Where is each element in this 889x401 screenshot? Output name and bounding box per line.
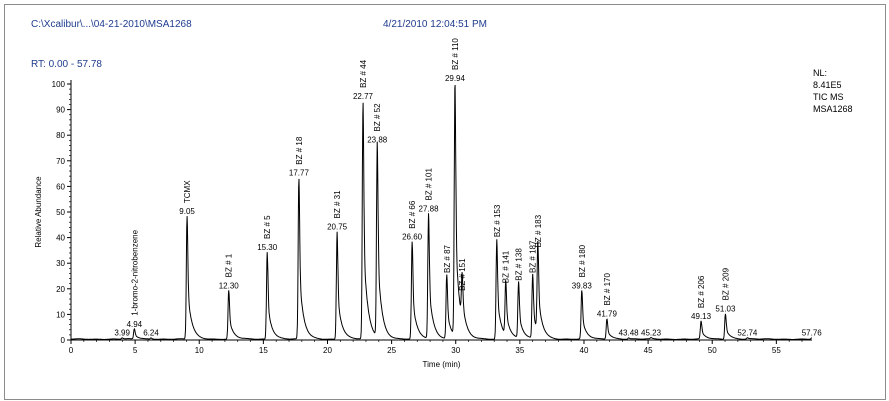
y-tick-label: 10 bbox=[56, 310, 65, 319]
y-tick-label: 90 bbox=[56, 106, 65, 115]
peak-name-label: BZ # 138 bbox=[515, 248, 524, 281]
nl-label: NL: bbox=[813, 68, 828, 78]
x-tick-label: 50 bbox=[708, 346, 717, 355]
x-tick-label: 55 bbox=[772, 346, 781, 355]
x-tick-label: 20 bbox=[323, 346, 332, 355]
peak-rt-label: 51.03 bbox=[715, 304, 736, 313]
x-tick-label: 35 bbox=[515, 346, 524, 355]
peak-name-label: BZ # 151 bbox=[458, 258, 467, 291]
x-tick-label: 0 bbox=[69, 346, 74, 355]
peak-rt-label: 17.77 bbox=[289, 169, 310, 178]
y-tick-label: 50 bbox=[56, 208, 65, 217]
nl-value: 8.41E5 bbox=[813, 80, 842, 90]
x-tick-label: 25 bbox=[387, 346, 396, 355]
peak-name-label: BZ # 52 bbox=[373, 103, 382, 132]
peak-name-label: BZ # 141 bbox=[502, 250, 511, 283]
peak-rt-label: 43.48 bbox=[619, 329, 640, 338]
peak-name-label: BZ # 153 bbox=[493, 204, 502, 237]
x-tick-label: 40 bbox=[580, 346, 589, 355]
peak-rt-label: 20.75 bbox=[327, 222, 348, 231]
peak-name-label: BZ # 5 bbox=[263, 215, 272, 239]
y-tick-label: 20 bbox=[56, 285, 65, 294]
info-block: NL: 8.41E5 TIC MS MSA1268 bbox=[813, 67, 853, 115]
peak-name-label: BZ # 183 bbox=[534, 214, 543, 247]
peak-rt-label: 3.99 bbox=[114, 329, 130, 338]
y-tick-label: 0 bbox=[61, 336, 66, 345]
peak-name-label: BZ # 180 bbox=[578, 244, 587, 277]
y-tick-label: 70 bbox=[56, 157, 65, 166]
peak-labels-layer: 3.994.94 1-bromo-2-nitrobenzene 6.24 9.05 TC… bbox=[114, 38, 822, 338]
peak-rt-label: 41.79 bbox=[597, 310, 618, 319]
y-tick-label: 60 bbox=[56, 182, 65, 191]
y-tick-label: 40 bbox=[56, 234, 65, 243]
peak-rt-label: 29.94 bbox=[445, 74, 466, 83]
peak-rt-label: 45.23 bbox=[641, 329, 662, 338]
x-tick-label: 30 bbox=[451, 346, 460, 355]
axes-layer: 0 10 20 30 40 50 60 70 80 90 100 0 5 10 15 20 25 30 35 40 45… bbox=[52, 80, 812, 355]
y-tick-label: 30 bbox=[56, 259, 65, 268]
x-tick-label: 15 bbox=[259, 346, 268, 355]
tic-trace bbox=[71, 84, 812, 340]
rt-range-label: RT: 0.00 - 57.78 bbox=[31, 59, 102, 70]
file-path-label: C:\Xcalibur\...\04-21-2010\MSA1268 bbox=[31, 19, 192, 30]
x-tick-label: 5 bbox=[133, 346, 138, 355]
peak-rt-label: 26.60 bbox=[402, 233, 423, 242]
peak-name-label: BZ # 18 bbox=[295, 136, 304, 165]
y-axis-title: Relative Abundance bbox=[34, 176, 43, 248]
peak-name-label: BZ # 209 bbox=[721, 267, 730, 300]
peak-name-label: BZ # 87 bbox=[443, 244, 452, 273]
peak-name-label: BZ # 1 bbox=[225, 253, 234, 277]
x-axis-title: Time (min) bbox=[423, 360, 461, 369]
peak-rt-label: 4.94 bbox=[127, 320, 143, 329]
peak-name-label: TCMX bbox=[183, 180, 192, 203]
peak-rt-label: 22.77 bbox=[353, 92, 374, 101]
x-tick-label: 10 bbox=[195, 346, 204, 355]
peak-name-label: 1-bromo-2-nitrobenzene bbox=[130, 229, 139, 315]
peak-name-label: BZ # 206 bbox=[697, 275, 706, 308]
peak-name-label: BZ # 110 bbox=[451, 38, 460, 70]
peak-rt-label: 49.13 bbox=[691, 312, 712, 321]
y-tick-label: 80 bbox=[56, 131, 65, 140]
peak-name-label: BZ # 187 bbox=[529, 240, 538, 273]
peak-name-label: BZ # 101 bbox=[425, 168, 434, 201]
peak-rt-label: 39.83 bbox=[572, 281, 593, 290]
scan-type: TIC MS bbox=[813, 92, 844, 102]
peak-name-label: BZ # 31 bbox=[333, 190, 342, 219]
y-tick-label: 100 bbox=[52, 80, 66, 89]
peak-rt-label: 52.74 bbox=[737, 329, 758, 338]
acquisition-datetime: 4/21/2010 12:04:51 PM bbox=[383, 19, 487, 30]
peak-rt-label: 9.05 bbox=[179, 207, 195, 216]
peak-rt-label: 6.24 bbox=[143, 329, 159, 338]
peak-rt-label: 57.76 bbox=[802, 329, 823, 338]
peak-name-label: BZ # 170 bbox=[603, 273, 612, 306]
peak-rt-label: 12.30 bbox=[219, 281, 240, 290]
peak-rt-label: 23.88 bbox=[367, 135, 388, 144]
peak-rt-label: 15.30 bbox=[257, 243, 278, 252]
peak-name-label: BZ # 44 bbox=[359, 59, 368, 88]
x-tick-label: 45 bbox=[644, 346, 653, 355]
sample-name: MSA1268 bbox=[813, 104, 853, 114]
peak-name-label: BZ # 66 bbox=[408, 200, 417, 229]
peak-rt-label: 27.88 bbox=[419, 205, 440, 214]
